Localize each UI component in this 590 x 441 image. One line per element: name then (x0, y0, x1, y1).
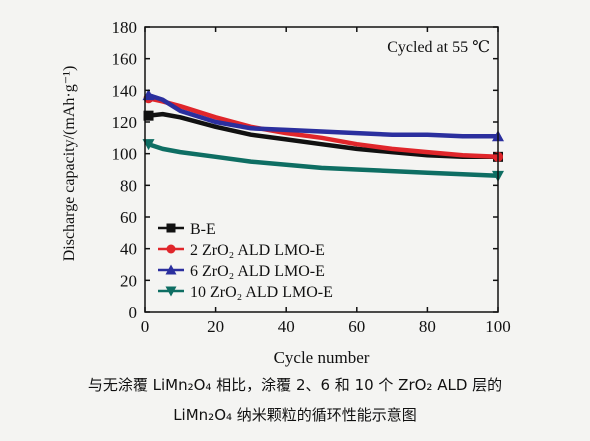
y-tick-label-120: 120 (112, 113, 138, 132)
y-tick-label-40: 40 (120, 240, 137, 259)
y-tick-label-0: 0 (129, 303, 138, 322)
series-0-point-0 (143, 110, 154, 121)
x-tick-label-100: 100 (485, 317, 511, 336)
figure-caption-line-2: LiMn₂O₄ 纳米颗粒的循环性能示意图 (173, 406, 417, 424)
y-axis-label: Discharge capacity/(mAh·g⁻¹) (61, 66, 78, 262)
y-tick-label-60: 60 (120, 208, 137, 227)
series-line-2 (146, 92, 501, 139)
legend-marker-3 (165, 286, 177, 297)
y-tick-label-160: 160 (112, 50, 138, 69)
legend-label-1: 2 ZrO₂ ALD LMO-E (190, 242, 325, 259)
series-line-3 (146, 141, 501, 179)
annotation-text: Cycled at 55 ℃ (387, 39, 490, 56)
legend-label-0: B-E (190, 221, 216, 238)
figure-caption-line-1: 与无涂覆 LiMn₂O₄ 相比，涂覆 2、6 和 10 个 ZrO₂ ALD 层… (87, 376, 503, 394)
legend-label-3: 10 ZrO₂ ALD LMO-E (190, 284, 333, 301)
y-tick-label-140: 140 (112, 81, 138, 100)
legend-marker-0 (166, 223, 176, 233)
chart: 0 20 40 60 80 100 120 140 160 180 0 20 40 60 80 100 Cycl… (61, 18, 511, 367)
x-tick-label-0: 0 (141, 317, 150, 336)
legend-marker-1 (166, 244, 176, 254)
x-tick-label-40: 40 (278, 317, 295, 336)
legend-label-2: 6 ZrO₂ ALD LMO-E (190, 263, 325, 280)
x-tick-label-80: 80 (419, 317, 436, 336)
plot-frame (144, 26, 499, 313)
legend-marker-2 (165, 264, 177, 275)
y-tick-label-20: 20 (120, 271, 137, 290)
y-tick-label-80: 80 (120, 176, 137, 195)
x-tick-label-20: 20 (207, 317, 224, 336)
series-line-1 (146, 96, 501, 160)
y-tick-label-100: 100 (112, 145, 138, 164)
series-line-0 (146, 111, 501, 160)
x-tick-label-60: 60 (348, 317, 365, 336)
x-axis-label: Cycle number (274, 348, 370, 367)
y-tick-label-180: 180 (112, 18, 138, 37)
